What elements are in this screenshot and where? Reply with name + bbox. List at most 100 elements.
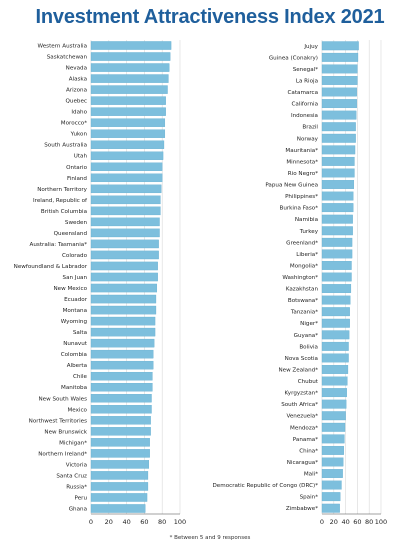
- category-label: Nova Scotia: [285, 356, 318, 362]
- bar: [321, 411, 346, 421]
- bar: [90, 504, 146, 513]
- x-tick-label: 100: [375, 518, 387, 526]
- category-label: Santa Cruz: [56, 473, 87, 479]
- category-label: Venezuela*: [286, 414, 318, 420]
- category-label: Nevada: [66, 66, 87, 72]
- category-label: Panama*: [293, 437, 318, 443]
- category-label: New Mexico: [53, 286, 87, 292]
- bar: [321, 261, 352, 270]
- bar: [321, 145, 356, 155]
- category-label: Turkey: [299, 229, 319, 235]
- bar: [321, 307, 350, 317]
- category-label: California: [291, 102, 318, 108]
- bar: [321, 52, 359, 62]
- category-label: Russia*: [66, 484, 87, 490]
- bar: [321, 445, 344, 455]
- bar: [321, 457, 344, 467]
- bar: [90, 151, 164, 160]
- bar: [90, 349, 154, 359]
- x-tick-label: 20: [105, 518, 113, 526]
- bar: [90, 283, 158, 293]
- category-label: Guinea (Conakry): [269, 55, 318, 61]
- bar: [321, 434, 345, 444]
- bar: [321, 272, 352, 282]
- bar: [90, 305, 157, 315]
- category-label: Tanzania*: [290, 310, 318, 316]
- category-label: Minnesota*: [286, 159, 318, 165]
- category-label: New Zealand*: [278, 367, 318, 373]
- bar: [321, 122, 356, 132]
- bar: [90, 96, 166, 105]
- category-label: Botswana*: [288, 298, 318, 304]
- category-label: San Juan: [63, 275, 88, 281]
- category-label: Montana: [63, 308, 87, 314]
- category-label: Peru: [75, 495, 88, 501]
- bar: [90, 471, 149, 480]
- bar: [321, 341, 349, 351]
- bar: [321, 226, 353, 236]
- bar: [321, 168, 355, 178]
- bar: [90, 239, 159, 249]
- category-label: Finland: [67, 176, 87, 182]
- category-label: Nicaragua*: [287, 460, 318, 466]
- bar: [321, 87, 357, 97]
- bar: [90, 493, 148, 502]
- bar: [321, 492, 341, 502]
- bar: [90, 371, 153, 381]
- category-label: Queensland: [54, 231, 88, 237]
- category-label: South Africa*: [281, 402, 318, 408]
- category-label: Chile: [73, 374, 88, 380]
- category-label: Indonesia: [291, 113, 318, 119]
- category-label: Western Australia: [38, 44, 87, 50]
- bar: [90, 250, 159, 260]
- chart-title: Investment Attractiveness Index 2021: [35, 6, 385, 28]
- category-label: Kazakhstan: [286, 287, 319, 293]
- category-label: Victoria: [66, 462, 87, 468]
- bar: [321, 237, 353, 247]
- category-label: Jujuy: [303, 44, 318, 50]
- bar: [90, 63, 170, 72]
- category-label: Brazil: [302, 125, 318, 131]
- bar: [321, 330, 350, 340]
- category-label: China*: [299, 448, 318, 454]
- x-tick-label: 60: [140, 518, 148, 526]
- category-label: Mauritania*: [285, 148, 318, 154]
- bar: [90, 416, 151, 425]
- bar: [321, 76, 358, 85]
- category-label: New South Wales: [38, 396, 87, 402]
- footnote: * Between 5 and 9 responses: [169, 535, 251, 541]
- bar: [321, 422, 346, 432]
- category-label: Idaho: [71, 110, 87, 116]
- bar: [321, 156, 355, 166]
- bar: [321, 388, 347, 398]
- bar: [90, 162, 163, 171]
- bar: [90, 316, 156, 326]
- category-label: Sweden: [65, 220, 88, 226]
- bar: [90, 327, 156, 337]
- bar: [321, 133, 356, 143]
- category-label: Catamarca: [287, 90, 318, 96]
- bar: [90, 272, 158, 282]
- category-label: Yukon: [70, 132, 88, 138]
- category-label: Northern Ireland*: [38, 451, 87, 457]
- bar: [321, 41, 359, 51]
- category-label: Wyoming: [61, 319, 88, 325]
- bar: [90, 261, 158, 271]
- bar: [321, 249, 353, 259]
- x-tick-label: 0: [320, 518, 324, 526]
- bar: [90, 140, 165, 149]
- bar: [90, 41, 172, 50]
- x-tick-label: 80: [365, 518, 373, 526]
- category-label: Ireland, Republic of: [33, 198, 88, 204]
- category-label: Mali*: [304, 472, 318, 478]
- category-label: Northern Territory: [37, 187, 87, 193]
- category-label: Mendoza*: [290, 425, 318, 431]
- bar: [321, 365, 349, 374]
- category-label: Niger*: [300, 321, 318, 327]
- bar: [321, 214, 353, 224]
- category-label: Arizona: [66, 88, 87, 94]
- bar: [90, 107, 166, 116]
- category-label: Philippines*: [285, 194, 318, 200]
- bar: [90, 482, 149, 491]
